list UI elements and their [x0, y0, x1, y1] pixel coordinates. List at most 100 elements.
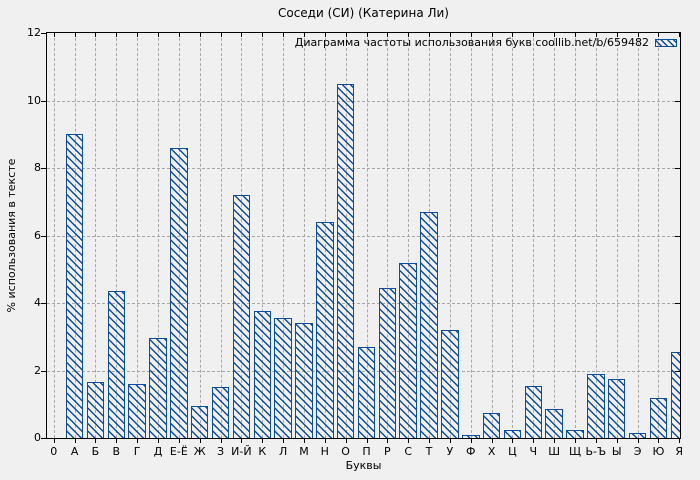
y-tick-label: 6: [34, 228, 41, 242]
bar-Ш: [545, 409, 563, 438]
legend-label: Диаграмма частоты использования букв coo…: [294, 36, 649, 49]
x-tick-label: Ь-Ъ: [585, 445, 607, 458]
x-tick-top: [220, 33, 222, 37]
x-tick-top: [595, 33, 597, 37]
x-tick-top: [554, 33, 556, 37]
plot-area: Диаграмма частоты использования букв coo…: [46, 32, 681, 439]
bar-Ц: [503, 429, 522, 438]
x-tick-label: Ы: [611, 445, 622, 458]
bar-У: [441, 330, 459, 438]
x-tick-bottom: [366, 439, 368, 443]
x-tick-top: [116, 33, 118, 37]
y-tick-label: 10: [27, 93, 41, 107]
h-gridline: [47, 303, 680, 304]
bar-А: [65, 134, 84, 438]
x-tick-label: Ю: [652, 445, 665, 458]
x-tick-top: [262, 33, 264, 37]
y-tick-left: [41, 303, 47, 304]
bar-Г: [128, 384, 146, 438]
x-tick-bottom: [74, 439, 76, 443]
x-tick-label: Л: [278, 445, 288, 458]
x-tick-top: [158, 33, 159, 37]
x-tick-bottom: [324, 439, 326, 443]
x-tick-top: [637, 33, 639, 37]
x-axis-label: Буквы: [345, 459, 382, 472]
x-tick-bottom: [178, 439, 180, 443]
x-tick-label: И-Й: [231, 445, 252, 458]
x-tick-bottom: [303, 439, 305, 443]
x-tick-label: 0: [50, 445, 58, 458]
x-tick-bottom: [637, 439, 639, 443]
bar-К: [253, 311, 271, 438]
x-tick-label: М: [299, 445, 309, 458]
x-tick-bottom: [575, 439, 576, 443]
x-tick-top: [178, 33, 180, 37]
x-tick-top: [366, 33, 368, 37]
y-tick-label: 4: [34, 296, 41, 309]
x-tick-top: [241, 33, 243, 37]
x-tick-top: [53, 33, 55, 37]
y-tick-left: [41, 33, 47, 34]
x-tick-bottom: [449, 439, 451, 443]
x-tick-top: [387, 33, 389, 37]
x-tick-top: [429, 33, 431, 37]
x-tick-top: [512, 33, 514, 37]
y-tick-left: [41, 100, 47, 102]
x-tick-label: П: [362, 445, 371, 458]
h-gridline: [47, 100, 680, 102]
x-tick-bottom: [95, 439, 97, 443]
x-tick-top: [658, 33, 660, 37]
x-tick-bottom: [533, 439, 535, 443]
x-tick-label: Ф: [466, 445, 476, 458]
x-tick-bottom: [53, 439, 55, 443]
x-tick-top: [74, 33, 76, 37]
x-tick-label: Т: [425, 445, 433, 458]
x-tick-label: Ц: [508, 445, 517, 458]
y-tick-right: [675, 168, 680, 169]
x-tick-top: [345, 33, 347, 37]
bar-Л: [274, 318, 292, 438]
x-tick-bottom: [512, 439, 514, 443]
x-tick-top: [616, 33, 618, 37]
x-tick-bottom: [116, 439, 118, 443]
y-tick-right: [675, 235, 680, 237]
bar-Э: [628, 432, 647, 438]
x-tick-top: [137, 33, 139, 37]
bar-С: [399, 262, 417, 438]
bar-Ф: [462, 434, 480, 438]
bar-И-Й: [232, 195, 251, 438]
x-tick-label: Х: [487, 445, 496, 458]
bar-З: [211, 387, 230, 438]
x-tick-top: [679, 33, 680, 37]
bar-Щ: [566, 429, 584, 438]
y-tick-label: 8: [34, 161, 41, 174]
x-tick-label: В: [112, 445, 121, 458]
x-tick-bottom: [470, 439, 472, 443]
bar-Т: [420, 211, 438, 438]
bar-Р: [378, 287, 397, 438]
x-tick-label: З: [217, 445, 225, 458]
bar-Ж: [190, 405, 209, 438]
x-tick-bottom: [387, 439, 389, 443]
bar-М: [295, 323, 313, 438]
y-tick-label: 12: [27, 26, 41, 39]
x-tick-top: [470, 33, 472, 37]
bar-Е-Ё: [170, 147, 188, 438]
chart-title: Соседи (СИ) (Катерина Ли): [277, 6, 449, 20]
x-tick-top: [408, 33, 410, 37]
x-tick-label: Д: [153, 445, 163, 458]
x-tick-label: Ш: [548, 445, 561, 458]
x-tick-label: Ж: [193, 445, 206, 458]
x-tick-bottom: [554, 439, 556, 443]
x-tick-bottom: [658, 439, 660, 443]
bar-Ь-Ъ: [587, 373, 605, 438]
x-tick-bottom: [241, 439, 243, 443]
x-tick-top: [303, 33, 305, 37]
bar-П: [357, 346, 376, 438]
x-tick-top: [199, 33, 201, 37]
x-tick-label: К: [258, 445, 267, 458]
x-tick-top: [95, 33, 97, 37]
x-tick-label: Е-Ё: [169, 445, 188, 458]
legend: Диаграмма частоты использования букв coo…: [295, 36, 677, 49]
